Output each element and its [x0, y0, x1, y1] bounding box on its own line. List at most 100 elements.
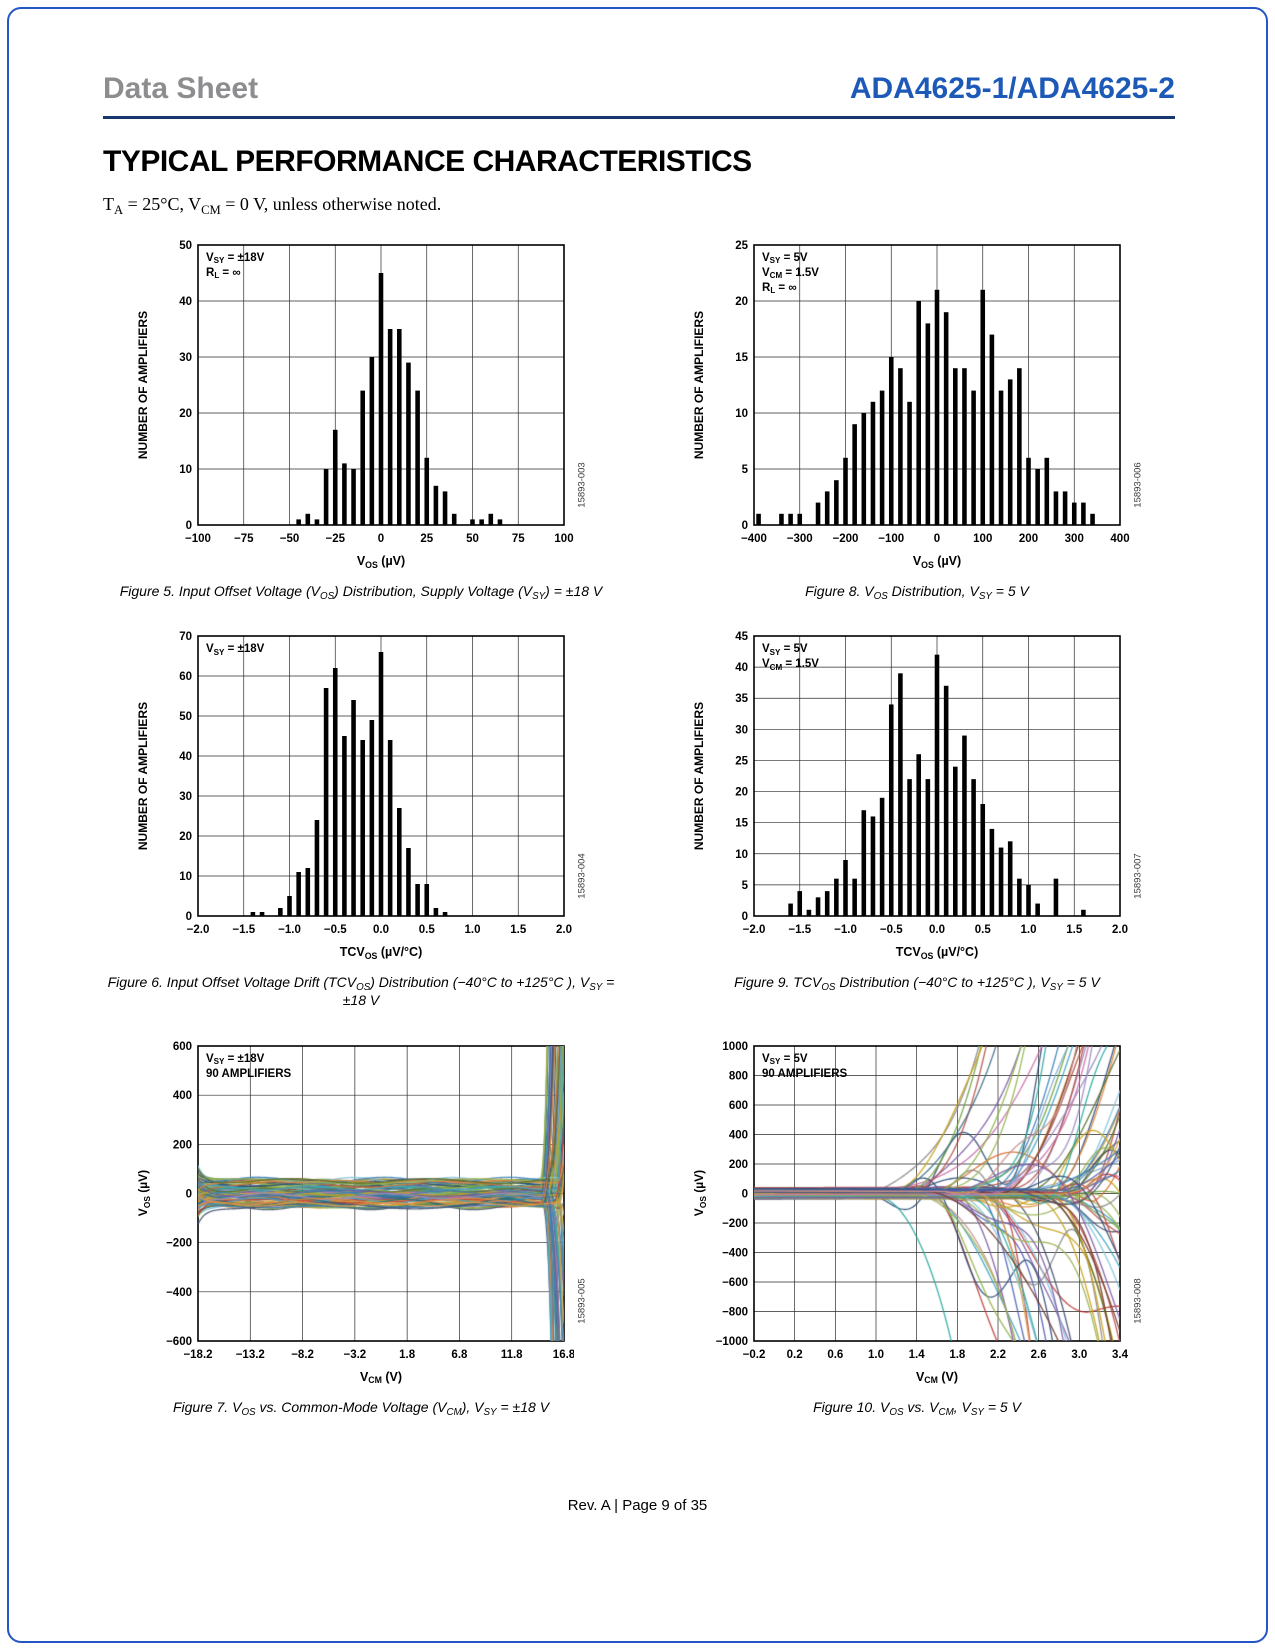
fig7-caption: Figure 7. VOS vs. Common-Mode Voltage (V… — [172, 1398, 550, 1418]
page-content: Data Sheet ADA4625-1/ADA4625-2 TYPICAL P… — [103, 72, 1175, 1418]
svg-text:0: 0 — [378, 533, 384, 545]
fig8-plot-code: 15893-006 — [1132, 462, 1144, 508]
figure-9-block: NUMBER OF AMPLIFIERS −2.0 −1.5 −1.0 −0.5 0.0… — [688, 626, 1146, 1009]
svg-text:−600: −600 — [166, 1336, 192, 1348]
header-part-number: ADA4625-1/ADA4625-2 — [849, 72, 1175, 105]
svg-text:0: 0 — [742, 911, 748, 923]
svg-text:1.8: 1.8 — [399, 1349, 416, 1361]
svg-text:−25: −25 — [325, 533, 345, 545]
svg-text:−100: −100 — [878, 533, 904, 545]
svg-text:1.8: 1.8 — [949, 1349, 966, 1361]
svg-text:−2.0: −2.0 — [743, 924, 766, 936]
svg-text:2.6: 2.6 — [1031, 1349, 1047, 1361]
fig8-x-axis-label: VOS (µV) — [912, 554, 962, 570]
svg-text:16.8: 16.8 — [553, 1349, 574, 1361]
figure-8-block: NUMBER OF AMPLIFIERS −400 −300 −200 −100 0 10… — [688, 235, 1146, 602]
svg-text:−0.2: −0.2 — [743, 1349, 766, 1361]
fig10-x-axis-label: VCM (V) — [915, 1369, 959, 1386]
svg-text:−50: −50 — [280, 533, 300, 545]
fig6-plot: −2.0 −1.5 −1.0 −0.5 0.0 0.5 1.0 1.5 2.0 0 10 20 30 40… — [154, 626, 574, 942]
svg-text:−75: −75 — [234, 533, 254, 545]
figure-9-svg: −2.0 −1.5 −1.0 −0.5 0.0 0.5 1.0 1.5 2.0 0 5 10 15 20 2… — [735, 631, 1128, 936]
svg-text:30: 30 — [179, 791, 192, 803]
svg-text:15: 15 — [735, 352, 748, 364]
svg-text:−200: −200 — [722, 1218, 748, 1230]
fig9-x-axis-label: TCVOS (µV/°C) — [895, 945, 979, 961]
fig10-caption: Figure 10. VOS vs. VCM, VSY = 5 V — [813, 1398, 1021, 1418]
fig6-y-axis-label: NUMBER OF AMPLIFIERS — [136, 702, 150, 851]
figure-10-block: VOS (µV) −0.2 0.2 0.6 1.0 1.4 1.8 2.2 2.6 3.0 3.4… — [688, 1036, 1146, 1418]
fig9-y-axis: NUMBER OF AMPLIFIERS — [688, 626, 710, 942]
svg-text:0.2: 0.2 — [787, 1349, 803, 1361]
figure-8-annotation: VSY = 5V VCM = 1.5V RL = ∞ — [762, 252, 819, 296]
svg-text:400: 400 — [173, 1090, 192, 1102]
fig10-plot: −0.2 0.2 0.6 1.0 1.4 1.8 2.2 2.6 3.0 3.4 −1000 −800… — [710, 1036, 1130, 1367]
svg-text:1.5: 1.5 — [510, 924, 527, 936]
svg-text:−1000: −1000 — [716, 1336, 748, 1348]
fig5-caption: Figure 5. Input Offset Voltage (VOS) Dis… — [119, 583, 603, 602]
svg-text:0.5: 0.5 — [975, 924, 992, 936]
svg-text:−8.2: −8.2 — [291, 1349, 314, 1361]
svg-text:20: 20 — [735, 296, 748, 308]
svg-text:200: 200 — [1019, 533, 1038, 545]
svg-text:0: 0 — [186, 1188, 192, 1200]
figure-6-annotation: VSY = ±18V — [206, 643, 265, 657]
figure-10-trace-canvas — [754, 1045, 1120, 1341]
svg-text:10: 10 — [735, 408, 748, 420]
svg-text:200: 200 — [173, 1139, 192, 1151]
figure-6-block: NUMBER OF AMPLIFIERS −2.0 −1.5 −1.0 −0.5 0.0… — [105, 626, 617, 1009]
fig6-plot-code: 15893-004 — [576, 853, 588, 899]
fig9-plot-code: 15893-007 — [1132, 853, 1144, 899]
svg-text:−18.2: −18.2 — [183, 1349, 212, 1361]
svg-text:45: 45 — [735, 631, 748, 643]
svg-text:40: 40 — [179, 751, 192, 763]
svg-text:50: 50 — [466, 533, 479, 545]
svg-text:20: 20 — [179, 831, 192, 843]
conditions-text: TA = 25°C, VCM = 0 V, unless otherwise n… — [103, 194, 442, 217]
svg-text:10: 10 — [179, 464, 192, 476]
svg-text:800: 800 — [729, 1070, 748, 1082]
svg-text:10: 10 — [735, 849, 748, 861]
fig7-y-axis: VOS (µV) — [132, 1036, 154, 1367]
svg-text:20: 20 — [735, 787, 748, 799]
fig9-y-axis-label: NUMBER OF AMPLIFIERS — [692, 702, 706, 851]
svg-text:−0.5: −0.5 — [880, 924, 903, 936]
svg-text:0: 0 — [742, 1188, 748, 1200]
svg-text:40: 40 — [179, 296, 192, 308]
fig7-plot-code: 15893-005 — [576, 1277, 588, 1324]
fig8-y-axis-label: NUMBER OF AMPLIFIERS — [692, 310, 706, 460]
fig6-code-cell: 15893-004 — [574, 626, 590, 942]
fig6-y-axis: NUMBER OF AMPLIFIERS — [132, 626, 154, 942]
svg-text:2.2: 2.2 — [990, 1349, 1006, 1361]
figure-5-annotation: VSY = ±18V RL = ∞ — [206, 252, 265, 281]
fig7-x-axis-label: VCM (V) — [359, 1369, 403, 1386]
fig5-plot: −100 −75 −50 −25 0 25 50 75 100 0 10 20 30 40 50 VSY = … — [154, 235, 574, 551]
fig7-plot: −18.2 −13.2 −8.2 −3.2 1.8 6.8 11.8 16.8 −600 −400… — [154, 1036, 574, 1367]
svg-text:25: 25 — [735, 240, 748, 252]
svg-text:25: 25 — [420, 533, 433, 545]
svg-text:1.4: 1.4 — [909, 1349, 926, 1361]
fig5-code-cell: 15893-003 — [574, 235, 590, 551]
fig8-plot: −400 −300 −200 −100 0 100 200 300 400 0 5 10 15 20 25 V… — [710, 235, 1130, 551]
fig9-caption: Figure 9. TCVOS Distribution (−40°C to +… — [734, 974, 1100, 994]
svg-text:−13.2: −13.2 — [236, 1349, 265, 1361]
page-header: Data Sheet ADA4625-1/ADA4625-2 — [103, 72, 1175, 119]
svg-text:−200: −200 — [833, 533, 859, 545]
svg-text:600: 600 — [173, 1041, 192, 1053]
footer-text: Rev. A | Page 9 of 35 — [567, 1497, 708, 1514]
svg-text:20: 20 — [179, 408, 192, 420]
svg-text:−0.5: −0.5 — [324, 924, 347, 936]
fig6-caption: Figure 6. Input Offset Voltage Drift (TC… — [107, 974, 615, 1009]
fig10-code-cell: 15893-008 — [1130, 1036, 1146, 1367]
svg-text:30: 30 — [735, 725, 748, 737]
svg-text:15: 15 — [735, 818, 748, 830]
svg-text:1.0: 1.0 — [868, 1349, 884, 1361]
svg-text:0.0: 0.0 — [929, 924, 945, 936]
svg-text:−1.5: −1.5 — [788, 924, 811, 936]
svg-text:−1.5: −1.5 — [232, 924, 255, 936]
svg-text:0.5: 0.5 — [419, 924, 436, 936]
fig8-caption: Figure 8. VOS Distribution, VSY = 5 V — [805, 583, 1029, 602]
fig7-code-cell: 15893-005 — [574, 1036, 590, 1367]
figure-7-block: VOS (µV) −18.2 −13.2 −8.2 −3.2 1.8 6.8 11.8 16.… — [132, 1036, 590, 1418]
